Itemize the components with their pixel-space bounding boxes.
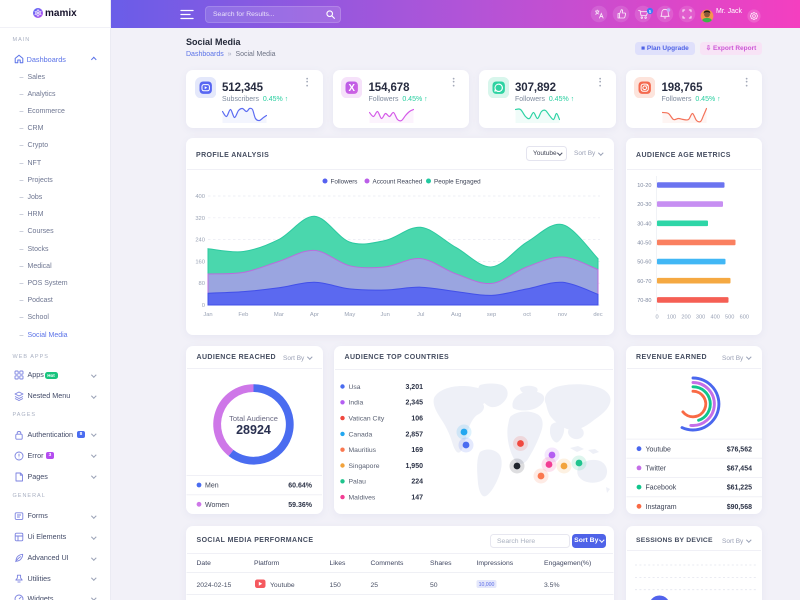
svg-text:10-20: 10-20 (637, 183, 651, 189)
svg-text:Comments: Comments (371, 560, 404, 567)
svg-text:30-40: 30-40 (637, 221, 651, 227)
svg-text:2,345: 2,345 (405, 400, 423, 407)
svg-text:Jun: Jun (381, 312, 390, 318)
svg-text:160: 160 (195, 259, 205, 265)
svg-text:Feb: Feb (238, 312, 248, 318)
svg-text:60.64%: 60.64% (288, 483, 313, 490)
svg-text:Twitter: Twitter (645, 466, 666, 473)
svg-text:Aug: Aug (451, 312, 461, 318)
svg-text:28924: 28924 (236, 423, 271, 437)
svg-text:Likes: Likes (330, 560, 346, 567)
svg-text:150: 150 (330, 582, 342, 589)
svg-text:$76,562: $76,562 (726, 446, 751, 453)
svg-text:Mauritius: Mauritius (349, 447, 377, 454)
svg-text:3,201: 3,201 (405, 384, 423, 391)
svg-text:oct: oct (523, 312, 531, 318)
svg-text:240: 240 (195, 238, 205, 244)
svg-text:1,950: 1,950 (405, 463, 423, 470)
svg-text:Canada: Canada (349, 431, 373, 438)
svg-text:50: 50 (430, 582, 438, 589)
svg-text:106: 106 (411, 416, 423, 423)
svg-text:20-30: 20-30 (637, 202, 651, 208)
svg-text:Instagram: Instagram (645, 504, 676, 511)
svg-text:100: 100 (666, 315, 675, 321)
svg-text:Jul: Jul (417, 312, 424, 318)
svg-text:sep: sep (487, 312, 496, 318)
svg-text:Facebook: Facebook (645, 485, 676, 492)
svg-text:40-50: 40-50 (637, 240, 651, 246)
svg-text:Singapore: Singapore (349, 463, 380, 470)
svg-text:May: May (344, 312, 355, 318)
svg-text:Usa: Usa (349, 384, 361, 391)
svg-text:3.5%: 3.5% (544, 582, 560, 589)
svg-text:60-70: 60-70 (637, 279, 651, 285)
svg-text:Platform: Platform (254, 560, 280, 567)
svg-text:300: 300 (695, 315, 704, 321)
svg-text:People Engaged: People Engaged (434, 178, 481, 185)
svg-text:0: 0 (655, 315, 658, 321)
svg-text:Total Audience: Total Audience (229, 414, 278, 423)
svg-text:5: 5 (649, 9, 652, 14)
svg-text:320: 320 (195, 216, 205, 222)
svg-text:500: 500 (725, 315, 734, 321)
svg-text:Palau: Palau (349, 479, 367, 486)
svg-text:Women: Women (205, 502, 229, 509)
svg-text:Followers: Followers (331, 178, 358, 185)
svg-text:70-80: 70-80 (637, 298, 651, 304)
svg-text:147: 147 (411, 495, 423, 502)
svg-text:400: 400 (195, 194, 205, 200)
svg-text:Shares: Shares (430, 560, 452, 567)
svg-text:$90,568: $90,568 (726, 504, 751, 511)
svg-text:59.36%: 59.36% (288, 502, 313, 509)
svg-text:Date: Date (197, 560, 212, 567)
svg-text:169: 169 (411, 447, 423, 454)
svg-text:2024-02-15: 2024-02-15 (197, 582, 232, 589)
svg-text:224: 224 (411, 479, 423, 486)
svg-text:X: X (348, 83, 355, 94)
svg-text:Engagemen(%): Engagemen(%) (544, 560, 591, 567)
svg-text:50-60: 50-60 (637, 260, 651, 266)
svg-text:Account Reached: Account Reached (373, 178, 423, 185)
svg-text:2,857: 2,857 (405, 431, 423, 438)
svg-text:400: 400 (710, 315, 719, 321)
svg-text:India: India (349, 400, 364, 407)
svg-text:Jan: Jan (203, 312, 212, 318)
svg-text:Mar: Mar (274, 312, 284, 318)
svg-text:10,000: 10,000 (479, 582, 495, 588)
svg-text:$67,454: $67,454 (726, 466, 751, 473)
svg-text:dec: dec (593, 312, 602, 318)
svg-text:Impressions: Impressions (477, 560, 514, 567)
svg-text:80: 80 (199, 281, 205, 287)
svg-text:nov: nov (558, 312, 567, 318)
svg-text:$61,225: $61,225 (726, 485, 751, 492)
svg-text:600: 600 (739, 315, 748, 321)
svg-text:Men: Men (205, 483, 219, 490)
svg-text:Youtube: Youtube (270, 582, 295, 589)
svg-text:Vatican City: Vatican City (349, 416, 385, 423)
svg-text:25: 25 (371, 582, 379, 589)
svg-text:200: 200 (681, 315, 690, 321)
svg-text:Youtube: Youtube (645, 446, 671, 453)
svg-text:Maldives: Maldives (349, 495, 376, 502)
svg-text:0: 0 (202, 303, 205, 309)
svg-text:Apr: Apr (310, 312, 319, 318)
